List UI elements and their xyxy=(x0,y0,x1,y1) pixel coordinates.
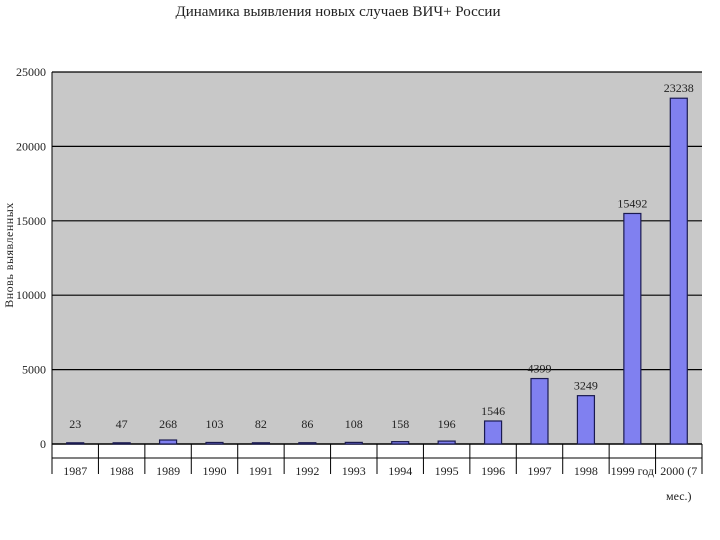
data-label: 196 xyxy=(438,417,456,431)
bar xyxy=(344,441,363,445)
data-label: 108 xyxy=(345,417,363,431)
bar xyxy=(391,441,410,445)
data-label: 47 xyxy=(116,417,128,431)
y-tick-label: 25000 xyxy=(16,65,46,79)
data-label: 3249 xyxy=(574,379,598,393)
category-label: 1988 xyxy=(110,464,134,478)
data-labels: 23 47 268 103 82 86 108 158 196 1546 4399 3249 15492… xyxy=(69,81,694,431)
bar xyxy=(66,442,85,445)
data-label: 103 xyxy=(206,417,224,431)
data-label: 15492 xyxy=(617,196,647,210)
category-label: 1992 xyxy=(295,464,319,478)
category-label: 1993 xyxy=(342,464,366,478)
category-label: 1990 xyxy=(203,464,227,478)
category-label: 2000 (7 xyxy=(660,464,697,478)
category-label: 1989 xyxy=(156,464,180,478)
data-label: 158 xyxy=(391,417,409,431)
y-axis-label: Вновь выявленных xyxy=(2,202,16,308)
y-tick-label: 0 xyxy=(40,437,46,451)
data-label: 4399 xyxy=(528,362,552,376)
category-label: 1998 xyxy=(574,464,598,478)
plot-area xyxy=(52,72,702,444)
bar xyxy=(298,442,317,445)
bar xyxy=(112,442,131,445)
bar xyxy=(669,97,688,445)
y-axis-ticks: 0 5000 10000 15000 20000 25000 xyxy=(16,65,46,451)
bar xyxy=(576,395,596,445)
category-label: 1997 xyxy=(528,464,552,478)
category-label: 1999 год xyxy=(611,464,654,478)
category-label: мес.) xyxy=(666,489,692,503)
data-label: 82 xyxy=(255,417,267,431)
category-label: 1987 xyxy=(63,464,87,478)
category-label: 1996 xyxy=(481,464,505,478)
category-label: 1995 xyxy=(435,464,459,478)
category-label: 1994 xyxy=(388,464,412,478)
bars xyxy=(66,97,688,445)
data-label: 23238 xyxy=(664,81,694,95)
data-label: 268 xyxy=(159,417,177,431)
y-tick-label: 5000 xyxy=(22,363,46,377)
y-tick-label: 20000 xyxy=(16,139,46,153)
bar xyxy=(205,441,224,445)
x-axis-categories: 1987 1988 1989 1990 1991 1992 1993 1994 1995 1996… xyxy=(51,444,703,503)
y-tick-label: 15000 xyxy=(16,214,46,228)
bar xyxy=(158,439,178,445)
data-label: 23 xyxy=(69,417,81,431)
category-label: 1991 xyxy=(249,464,273,478)
data-label: 86 xyxy=(301,417,313,431)
bar xyxy=(483,420,503,445)
bar xyxy=(530,377,549,445)
chart-title: Динамика выявления новых случаев ВИЧ+ Ро… xyxy=(175,4,500,20)
bar xyxy=(437,440,456,445)
bar xyxy=(251,442,271,445)
bar xyxy=(623,212,642,445)
data-label: 1546 xyxy=(481,404,505,418)
y-tick-label: 10000 xyxy=(16,288,46,302)
